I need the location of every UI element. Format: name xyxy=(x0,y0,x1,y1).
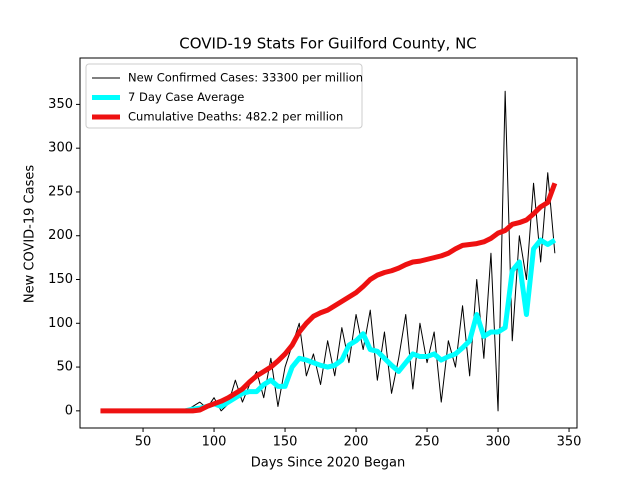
y-tick-label: 0 xyxy=(65,403,73,418)
legend-box xyxy=(85,63,363,129)
plot-frame xyxy=(79,57,578,429)
series-line xyxy=(100,182,558,414)
y-tick-label: 200 xyxy=(48,228,73,243)
x-tick-label: 150 xyxy=(273,435,298,450)
x-tick-label: 250 xyxy=(415,435,440,450)
y-tick-label: 350 xyxy=(48,97,73,112)
y-tick-label: 100 xyxy=(48,316,73,331)
legend-label: New Confirmed Cases: 33300 per million xyxy=(128,71,363,85)
y-tick-label: 50 xyxy=(56,360,73,375)
x-tick-label: 350 xyxy=(557,435,582,450)
x-tick-label: 200 xyxy=(344,435,369,450)
series-line xyxy=(185,90,556,412)
y-tick-label: 250 xyxy=(48,184,73,199)
x-tick-label: 50 xyxy=(135,435,152,450)
x-axis-label: Days Since 2020 Began xyxy=(251,456,406,471)
series-line xyxy=(185,237,557,414)
y-axis-label: New COVID-19 Cases xyxy=(23,165,38,303)
chart-title: COVID-19 Stats For Guilford County, NC xyxy=(179,35,477,53)
y-tick-label: 300 xyxy=(48,141,73,156)
legend-label: Cumulative Deaths: 482.2 per million xyxy=(128,110,343,124)
y-tick-label: 150 xyxy=(48,272,73,287)
legend-label: 7 Day Case Average xyxy=(128,90,244,104)
x-tick-label: 300 xyxy=(486,435,511,450)
x-tick-label: 100 xyxy=(202,435,227,450)
